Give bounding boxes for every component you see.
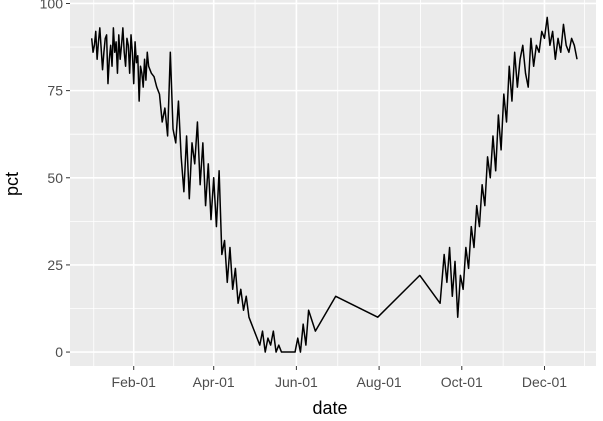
x-axis: Feb-01 Apr-01 Jun-01 Aug-01 Oct-01 Dec-01: [112, 366, 567, 390]
x-tick-label: Dec-01: [522, 374, 567, 390]
x-axis-title: date: [312, 398, 347, 418]
y-axis-title: pct: [2, 172, 22, 196]
x-tick-label: Apr-01: [193, 374, 235, 390]
x-tick-label: Feb-01: [112, 374, 157, 390]
series-line: [90, 16, 578, 353]
y-axis: 0 25 50 75 100: [40, 0, 70, 360]
y-tick-label: 0: [55, 344, 63, 360]
plot-panel: [70, 0, 596, 366]
minor-grid: [70, 0, 596, 366]
x-tick-label: Oct-01: [441, 374, 483, 390]
y-tick-label: 25: [47, 257, 63, 273]
series-layer: [90, 16, 578, 353]
y-tick-label: 75: [47, 83, 63, 99]
x-tick-label: Jun-01: [275, 374, 318, 390]
x-tick-label: Aug-01: [357, 374, 402, 390]
y-tick-label: 100: [40, 0, 64, 11]
y-tick-label: 50: [47, 170, 63, 186]
